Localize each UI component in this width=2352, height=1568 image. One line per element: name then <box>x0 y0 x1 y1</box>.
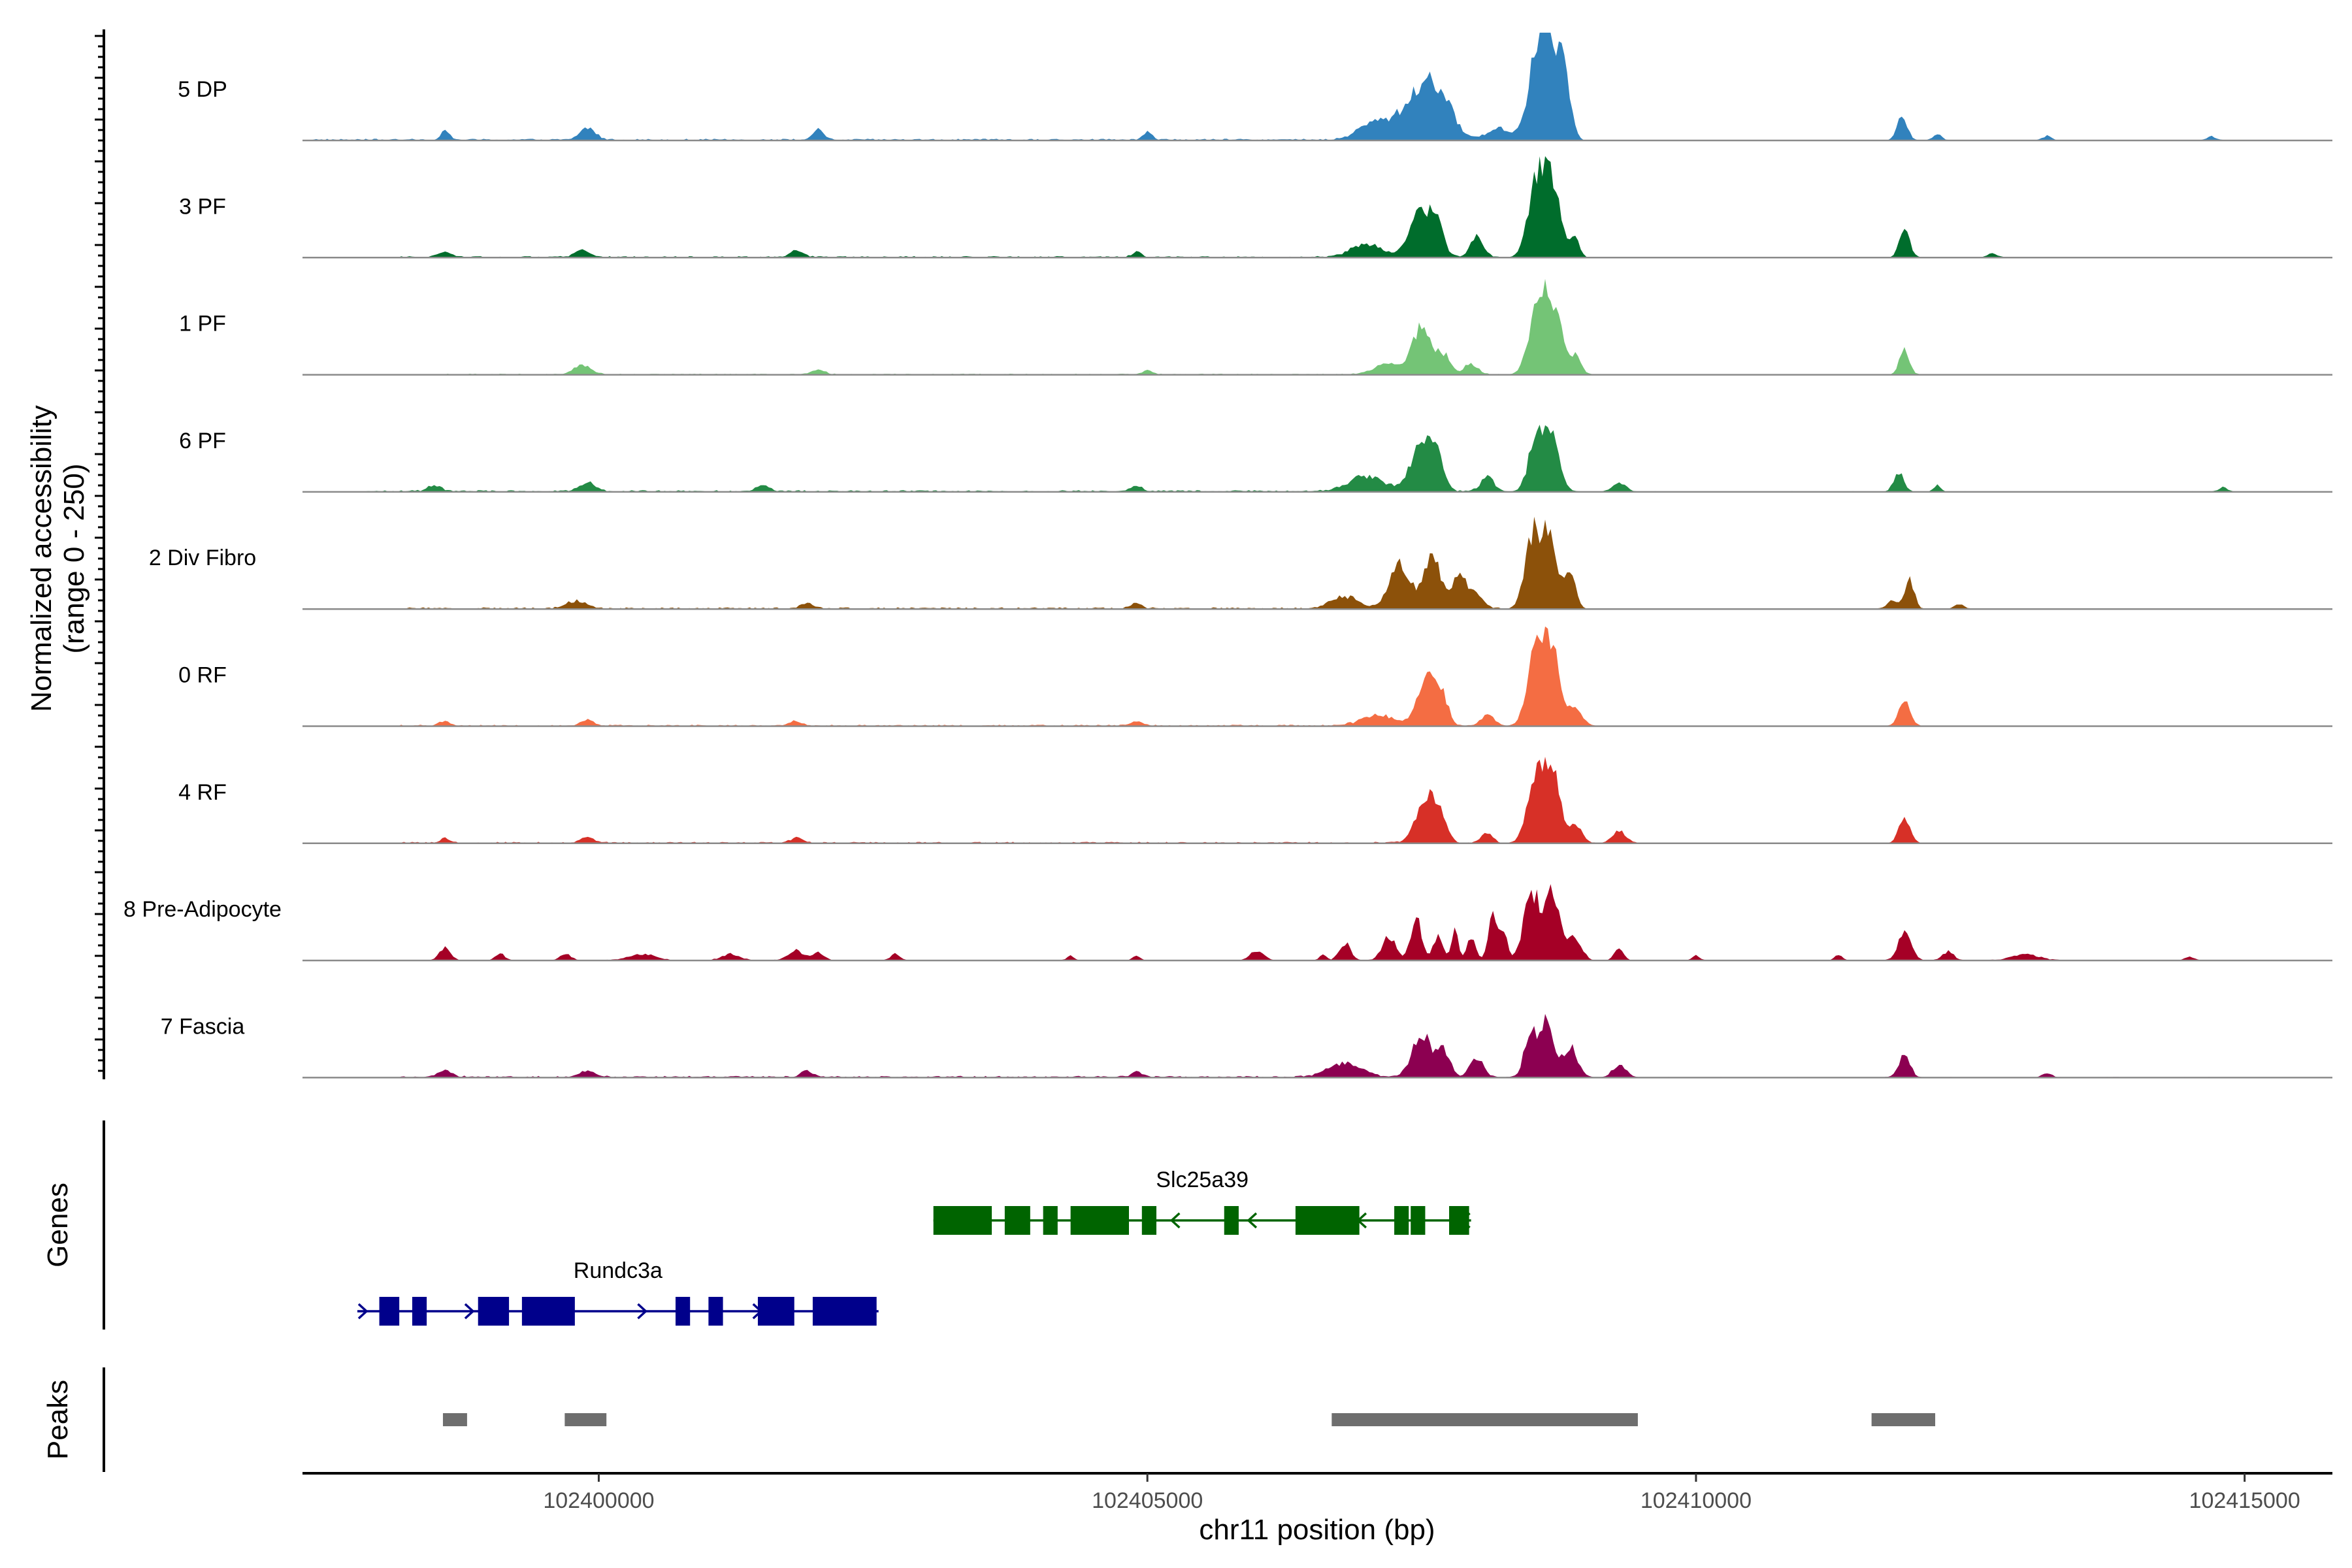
exon <box>1141 1206 1156 1235</box>
coverage-area <box>302 425 2240 492</box>
track-3-pf: 3 PF <box>179 156 2332 259</box>
exon <box>1070 1206 1129 1235</box>
track-0-rf: 0 RF <box>178 626 2332 727</box>
track-2-div-fibro: 2 Div Fibro <box>149 516 2332 610</box>
coverage-tracks: 5 DP 3 PF 1 PF 6 PF 2 Div Fibro 0 RF 4 RF 8 Pre… <box>123 33 2332 1079</box>
y-axis-title: Normalized accessibility <box>25 405 57 711</box>
x-tick-label: 102405000 <box>1092 1488 1203 1513</box>
exon <box>1449 1206 1469 1235</box>
strand-arrow <box>1169 1212 1181 1229</box>
exon <box>676 1297 691 1326</box>
gene-label: Rundc3a <box>574 1258 662 1283</box>
exon <box>1411 1206 1426 1235</box>
x-axis-ticks: 102400000 102405000 102410000 102415000 <box>543 1473 2300 1513</box>
gene-rundc3a: Rundc3a <box>357 1258 879 1326</box>
peaks-panel-label: Peaks <box>42 1380 74 1460</box>
exon <box>521 1297 575 1326</box>
peak-region <box>1871 1413 1936 1426</box>
exon <box>412 1297 427 1326</box>
track-label: 7 Fascia <box>161 1014 245 1039</box>
x-tick-label: 102400000 <box>543 1488 654 1513</box>
peak-region <box>1331 1413 1638 1426</box>
exon <box>1004 1206 1030 1235</box>
coverage-area <box>302 626 2240 727</box>
coverage-area <box>302 516 2240 610</box>
exon <box>708 1297 723 1326</box>
exon <box>1295 1206 1360 1235</box>
exon <box>933 1206 992 1235</box>
exon <box>812 1297 877 1326</box>
track-label: 4 RF <box>178 780 227 805</box>
gene-label: Slc25a39 <box>1156 1168 1249 1192</box>
strand-arrow <box>464 1303 475 1320</box>
strand-arrow <box>1247 1212 1258 1229</box>
y-axis-ticks <box>95 35 104 1072</box>
gene-slc25a39: Slc25a39 <box>933 1168 1471 1235</box>
track-8-pre-adipocyte: 8 Pre-Adipocyte <box>123 884 2332 962</box>
strand-arrow <box>637 1303 648 1320</box>
exon <box>1043 1206 1058 1235</box>
strand-arrow <box>357 1303 368 1320</box>
exon <box>478 1297 510 1326</box>
coverage-area <box>302 156 2240 258</box>
exon <box>1224 1206 1239 1235</box>
track-label: 5 DP <box>178 77 227 102</box>
coverage-area <box>302 278 2240 375</box>
coverage-area <box>302 1013 2240 1078</box>
track-6-pf: 6 PF <box>179 425 2332 493</box>
track-label: 3 PF <box>179 194 226 219</box>
exon <box>1394 1206 1409 1235</box>
x-tick-label: 102410000 <box>1641 1488 1752 1513</box>
coverage-area <box>302 884 2240 961</box>
coverage-area <box>302 757 2240 843</box>
track-label: 6 PF <box>179 429 226 453</box>
track-4-rf: 4 RF <box>178 757 2332 845</box>
genes-panel-label: Genes <box>42 1183 74 1267</box>
track-7-fascia: 7 Fascia <box>161 1013 2332 1079</box>
track-label: 8 Pre-Adipocyte <box>123 897 282 922</box>
exon <box>379 1297 400 1326</box>
gene-annotations: Slc25a39 Rundc3a <box>357 1168 1471 1326</box>
x-tick-label: 102415000 <box>2189 1488 2300 1513</box>
peak-regions <box>442 1413 1936 1426</box>
track-label: 2 Div Fibro <box>149 546 256 570</box>
x-axis-title: chr11 position (bp) <box>1199 1514 1435 1546</box>
coverage-area <box>302 33 2240 140</box>
peak-region <box>564 1413 607 1426</box>
track-label: 0 RF <box>178 663 227 688</box>
peak-region <box>442 1413 467 1426</box>
exon <box>757 1297 794 1326</box>
y-axis-range-label: (range 0 - 250) <box>58 463 90 653</box>
track-5-dp: 5 DP <box>178 33 2332 142</box>
track-1-pf: 1 PF <box>179 278 2332 376</box>
track-label: 1 PF <box>179 312 226 336</box>
